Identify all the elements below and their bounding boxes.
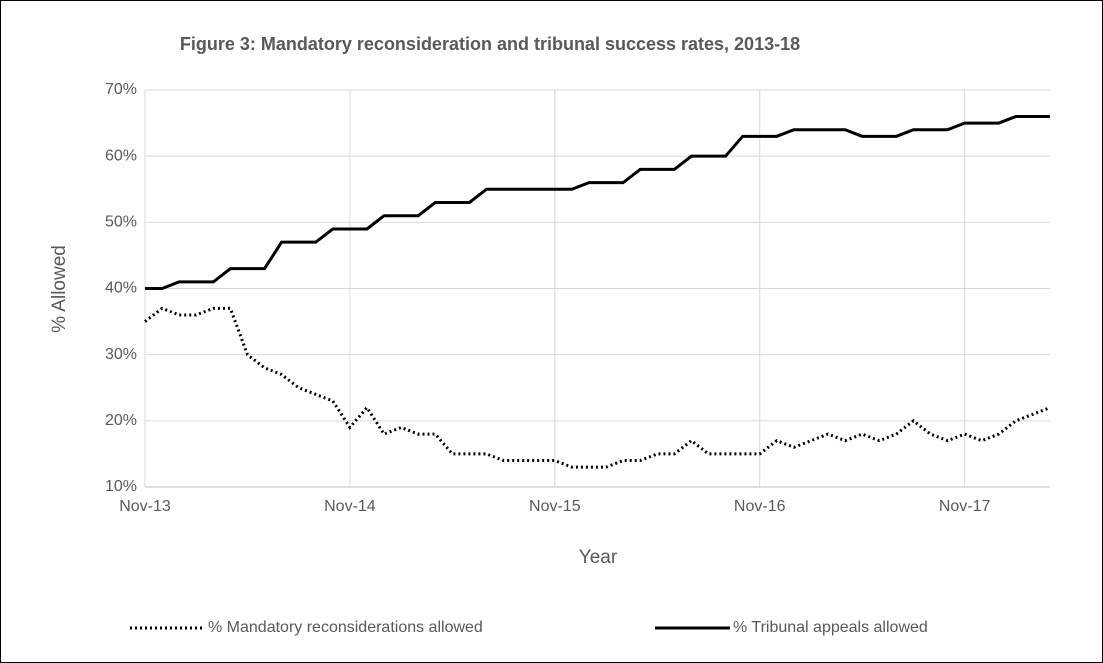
y-axis-title: % Allowed xyxy=(49,245,70,333)
y-tick-label: 40% xyxy=(105,280,137,297)
x-axis-title: Year xyxy=(579,547,618,568)
x-tick-label: Nov-17 xyxy=(939,498,991,515)
y-tick-label: 30% xyxy=(105,346,137,363)
y-tick-label: 10% xyxy=(105,478,137,495)
y-tick-label: 20% xyxy=(105,412,137,429)
legend-label: % Mandatory reconsiderations allowed xyxy=(208,619,483,636)
series-line xyxy=(145,114,1050,290)
x-tick-label: Nov-14 xyxy=(324,498,376,515)
x-tick-label: Nov-13 xyxy=(119,498,171,515)
series-line xyxy=(144,306,1051,469)
legend-label: % Tribunal appeals allowed xyxy=(733,619,928,636)
y-tick-label: 50% xyxy=(105,214,137,231)
x-tick-label: Nov-15 xyxy=(529,498,581,515)
x-tick-label: Nov-16 xyxy=(734,498,786,515)
y-tick-label: 60% xyxy=(105,147,137,164)
y-tick-label: 70% xyxy=(105,81,137,98)
chart-title: Figure 3: Mandatory reconsideration and … xyxy=(180,34,800,54)
